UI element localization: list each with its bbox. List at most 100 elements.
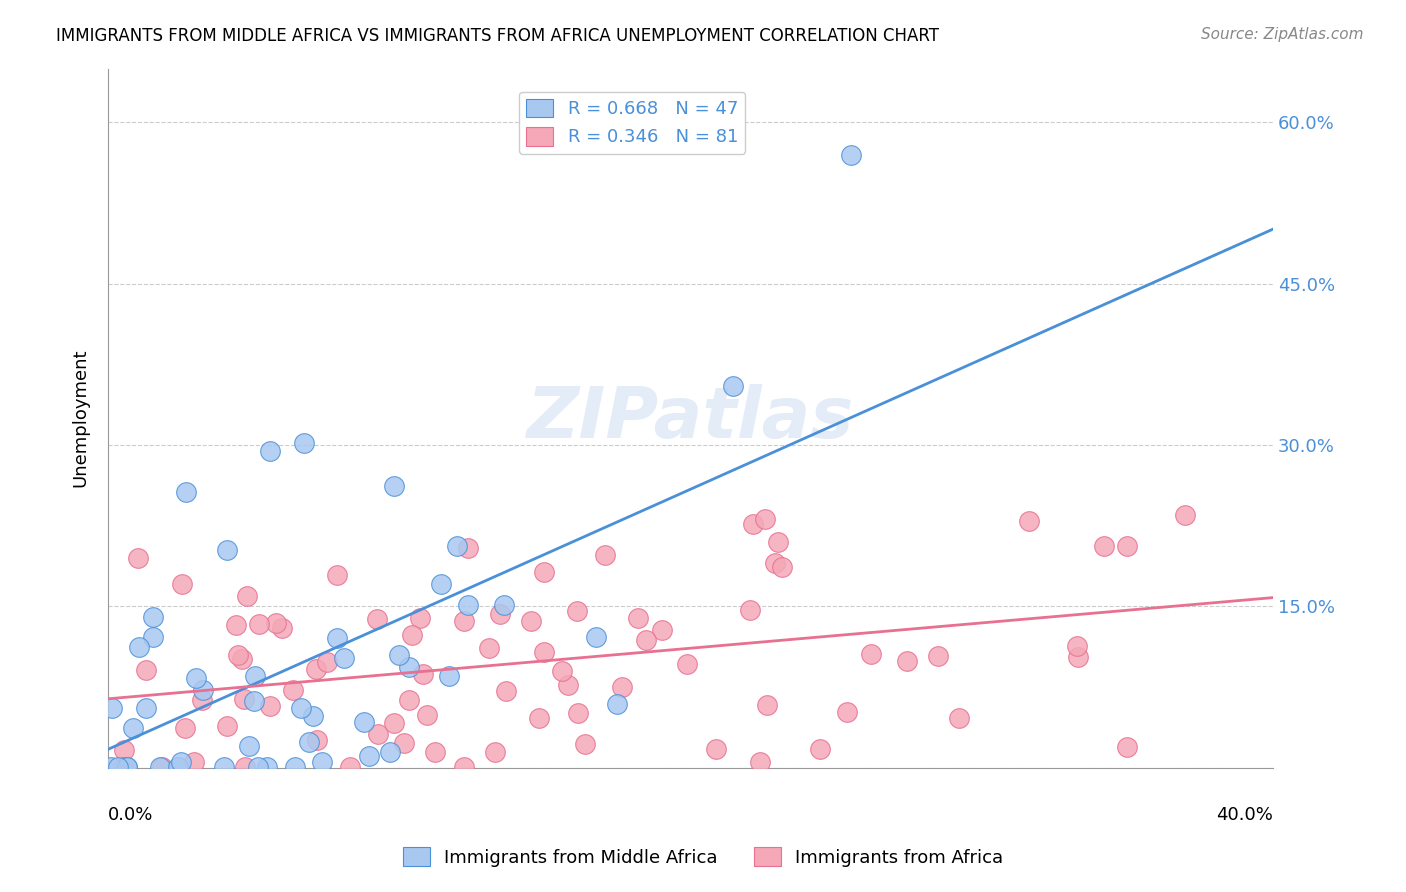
Point — [533, 645, 555, 659]
Point — [339, 759, 361, 773]
Point — [763, 556, 786, 570]
Point — [401, 628, 423, 642]
Point — [332, 651, 354, 665]
Point — [551, 665, 574, 679]
Point — [183, 756, 205, 770]
Point — [384, 716, 406, 731]
Point — [264, 616, 287, 631]
Point — [176, 484, 198, 499]
Point — [225, 617, 247, 632]
Point — [107, 759, 129, 773]
Text: IMMIGRANTS FROM MIDDLE AFRICA VS IMMIGRANTS FROM AFRICA UNEMPLOYMENT CORRELATION: IMMIGRANTS FROM MIDDLE AFRICA VS IMMIGRA… — [56, 27, 939, 45]
Point — [1092, 539, 1115, 553]
Y-axis label: Unemployment: Unemployment — [72, 349, 89, 487]
Point — [1018, 514, 1040, 528]
Point — [243, 694, 266, 708]
Point — [574, 737, 596, 751]
Point — [398, 692, 420, 706]
Point — [770, 560, 793, 574]
Point — [494, 598, 516, 612]
Point — [446, 540, 468, 554]
Point — [311, 755, 333, 769]
Point — [100, 759, 122, 773]
Point — [585, 630, 607, 644]
Point — [749, 756, 772, 770]
Point — [114, 759, 136, 773]
Point — [755, 698, 778, 713]
Point — [325, 631, 347, 645]
Point — [316, 655, 339, 669]
Legend: R = 0.668   N = 47, R = 0.346   N = 81: R = 0.668 N = 47, R = 0.346 N = 81 — [519, 92, 745, 153]
Point — [453, 759, 475, 773]
Point — [593, 548, 616, 562]
Point — [298, 734, 321, 748]
Point — [167, 759, 190, 773]
Point — [1174, 508, 1197, 522]
Point — [170, 755, 193, 769]
Point — [634, 633, 657, 648]
Point — [740, 603, 762, 617]
Point — [567, 706, 589, 720]
Point — [721, 378, 744, 392]
Point — [353, 714, 375, 729]
Point — [557, 678, 579, 692]
Point — [651, 624, 673, 638]
Point — [366, 612, 388, 626]
Text: ZIPatlas: ZIPatlas — [527, 384, 853, 452]
Point — [484, 745, 506, 759]
Point — [305, 733, 328, 747]
Point — [808, 742, 831, 756]
Text: Source: ZipAtlas.com: Source: ZipAtlas.com — [1201, 27, 1364, 42]
Point — [284, 759, 307, 773]
Text: 40.0%: 40.0% — [1216, 806, 1272, 824]
Point — [115, 759, 138, 773]
Point — [135, 701, 157, 715]
Point — [453, 614, 475, 628]
Point — [741, 516, 763, 531]
Point — [127, 550, 149, 565]
Point — [233, 759, 256, 773]
Point — [495, 684, 517, 698]
Point — [1116, 539, 1139, 553]
Point — [425, 745, 447, 759]
Point — [326, 568, 349, 582]
Point — [101, 701, 124, 715]
Legend: Immigrants from Middle Africa, Immigrants from Africa: Immigrants from Middle Africa, Immigrant… — [395, 840, 1011, 874]
Point — [860, 647, 883, 661]
Point — [215, 542, 238, 557]
Point — [259, 443, 281, 458]
Point — [112, 742, 135, 756]
Point — [392, 736, 415, 750]
Point — [527, 711, 550, 725]
Point — [409, 611, 432, 625]
Point — [226, 648, 249, 662]
Point — [457, 598, 479, 612]
Point — [247, 759, 270, 773]
Point — [378, 745, 401, 759]
Point — [247, 616, 270, 631]
Point — [238, 739, 260, 754]
Point — [439, 669, 461, 683]
Point — [193, 683, 215, 698]
Point — [174, 721, 197, 735]
Point — [112, 759, 135, 773]
Point — [305, 662, 328, 676]
Point — [290, 701, 312, 715]
Point — [457, 541, 479, 555]
Point — [135, 663, 157, 677]
Point — [292, 436, 315, 450]
Point — [236, 589, 259, 603]
Point — [212, 759, 235, 773]
Point — [1066, 639, 1088, 653]
Point — [1116, 740, 1139, 755]
Point — [676, 657, 699, 672]
Point — [948, 711, 970, 725]
Point — [357, 749, 380, 764]
Point — [565, 604, 588, 618]
Point — [835, 705, 858, 719]
Point — [610, 680, 633, 694]
Point — [301, 709, 323, 723]
Point — [233, 692, 256, 706]
Point — [172, 577, 194, 591]
Point — [1067, 650, 1090, 665]
